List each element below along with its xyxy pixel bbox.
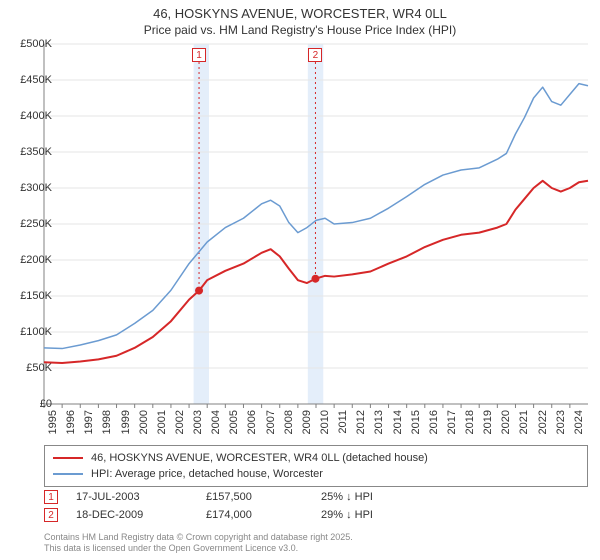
x-tick-label: 2023 [555,410,567,434]
y-tick-label: £450K [2,74,52,86]
sale-row: 1 17-JUL-2003£157,50025% ↓ HPI [44,488,441,506]
x-tick-label: 1997 [83,410,95,434]
x-tick-label: 2011 [337,410,349,434]
x-tick-label: 1999 [120,410,132,434]
x-tick-label: 2006 [246,410,258,434]
plot-area [44,44,588,404]
x-tick-label: 2007 [265,410,277,434]
legend-item: 46, HOSKYNS AVENUE, WORCESTER, WR4 0LL (… [53,450,579,466]
y-tick-label: £250K [2,218,52,230]
x-tick-label: 2001 [156,410,168,434]
x-tick-label: 2020 [500,410,512,434]
y-tick-label: £200K [2,254,52,266]
footer-line-2: This data is licensed under the Open Gov… [44,543,353,554]
x-tick-label: 2016 [428,410,440,434]
x-tick-label: 2003 [192,410,204,434]
x-tick-label: 2024 [573,410,585,434]
x-tick-label: 2019 [482,410,494,434]
legend-label: HPI: Average price, detached house, Worc… [91,468,323,480]
footer-line-1: Contains HM Land Registry data © Crown c… [44,532,353,543]
sale-row-marker: 1 [44,490,58,504]
x-tick-label: 2000 [138,410,150,434]
y-tick-label: £350K [2,146,52,158]
y-tick-label: £150K [2,290,52,302]
x-tick-label: 2004 [210,410,222,434]
sale-row-marker: 2 [44,508,58,522]
sale-date: 17-JUL-2003 [76,491,206,503]
x-tick-label: 2008 [283,410,295,434]
y-tick-label: £500K [2,38,52,50]
x-tick-label: 2013 [373,410,385,434]
sale-marker-2: 2 [308,48,322,62]
chart-svg [44,44,588,404]
sale-row: 2 18-DEC-2009£174,00029% ↓ HPI [44,506,441,524]
title-sub: Price paid vs. HM Land Registry's House … [0,23,600,39]
x-tick-label: 2014 [392,410,404,434]
x-tick-label: 2009 [301,410,313,434]
x-tick-label: 2018 [464,410,476,434]
sale-price: £174,000 [206,509,321,521]
x-tick-label: 2005 [228,410,240,434]
x-tick-label: 2015 [410,410,422,434]
x-tick-label: 1995 [47,410,59,434]
x-tick-label: 2021 [518,410,530,434]
x-tick-label: 2022 [537,410,549,434]
y-tick-label: £400K [2,110,52,122]
sale-marker-1: 1 [192,48,206,62]
title-main: 46, HOSKYNS AVENUE, WORCESTER, WR4 0LL [0,6,600,23]
title-block: 46, HOSKYNS AVENUE, WORCESTER, WR4 0LL P… [0,0,600,38]
sales-table: 1 17-JUL-2003£157,50025% ↓ HPI 2 18-DEC-200… [44,488,441,524]
legend-item: HPI: Average price, detached house, Worc… [53,466,579,482]
sale-hpi-diff: 29% ↓ HPI [321,509,441,521]
x-tick-label: 2017 [446,410,458,434]
y-tick-label: £100K [2,326,52,338]
x-tick-label: 2010 [319,410,331,434]
x-tick-label: 1996 [65,410,77,434]
y-tick-label: £50K [2,362,52,374]
sale-price: £157,500 [206,491,321,503]
legend-swatch [53,457,83,459]
x-tick-label: 1998 [101,410,113,434]
footer: Contains HM Land Registry data © Crown c… [44,532,353,555]
sale-hpi-diff: 25% ↓ HPI [321,491,441,503]
legend-label: 46, HOSKYNS AVENUE, WORCESTER, WR4 0LL (… [91,452,428,464]
x-tick-label: 2012 [355,410,367,434]
legend: 46, HOSKYNS AVENUE, WORCESTER, WR4 0LL (… [44,445,588,487]
chart-container: 46, HOSKYNS AVENUE, WORCESTER, WR4 0LL P… [0,0,600,560]
x-tick-label: 2002 [174,410,186,434]
y-tick-label: £0 [2,398,52,410]
sale-date: 18-DEC-2009 [76,509,206,521]
legend-swatch [53,473,83,475]
y-tick-label: £300K [2,182,52,194]
